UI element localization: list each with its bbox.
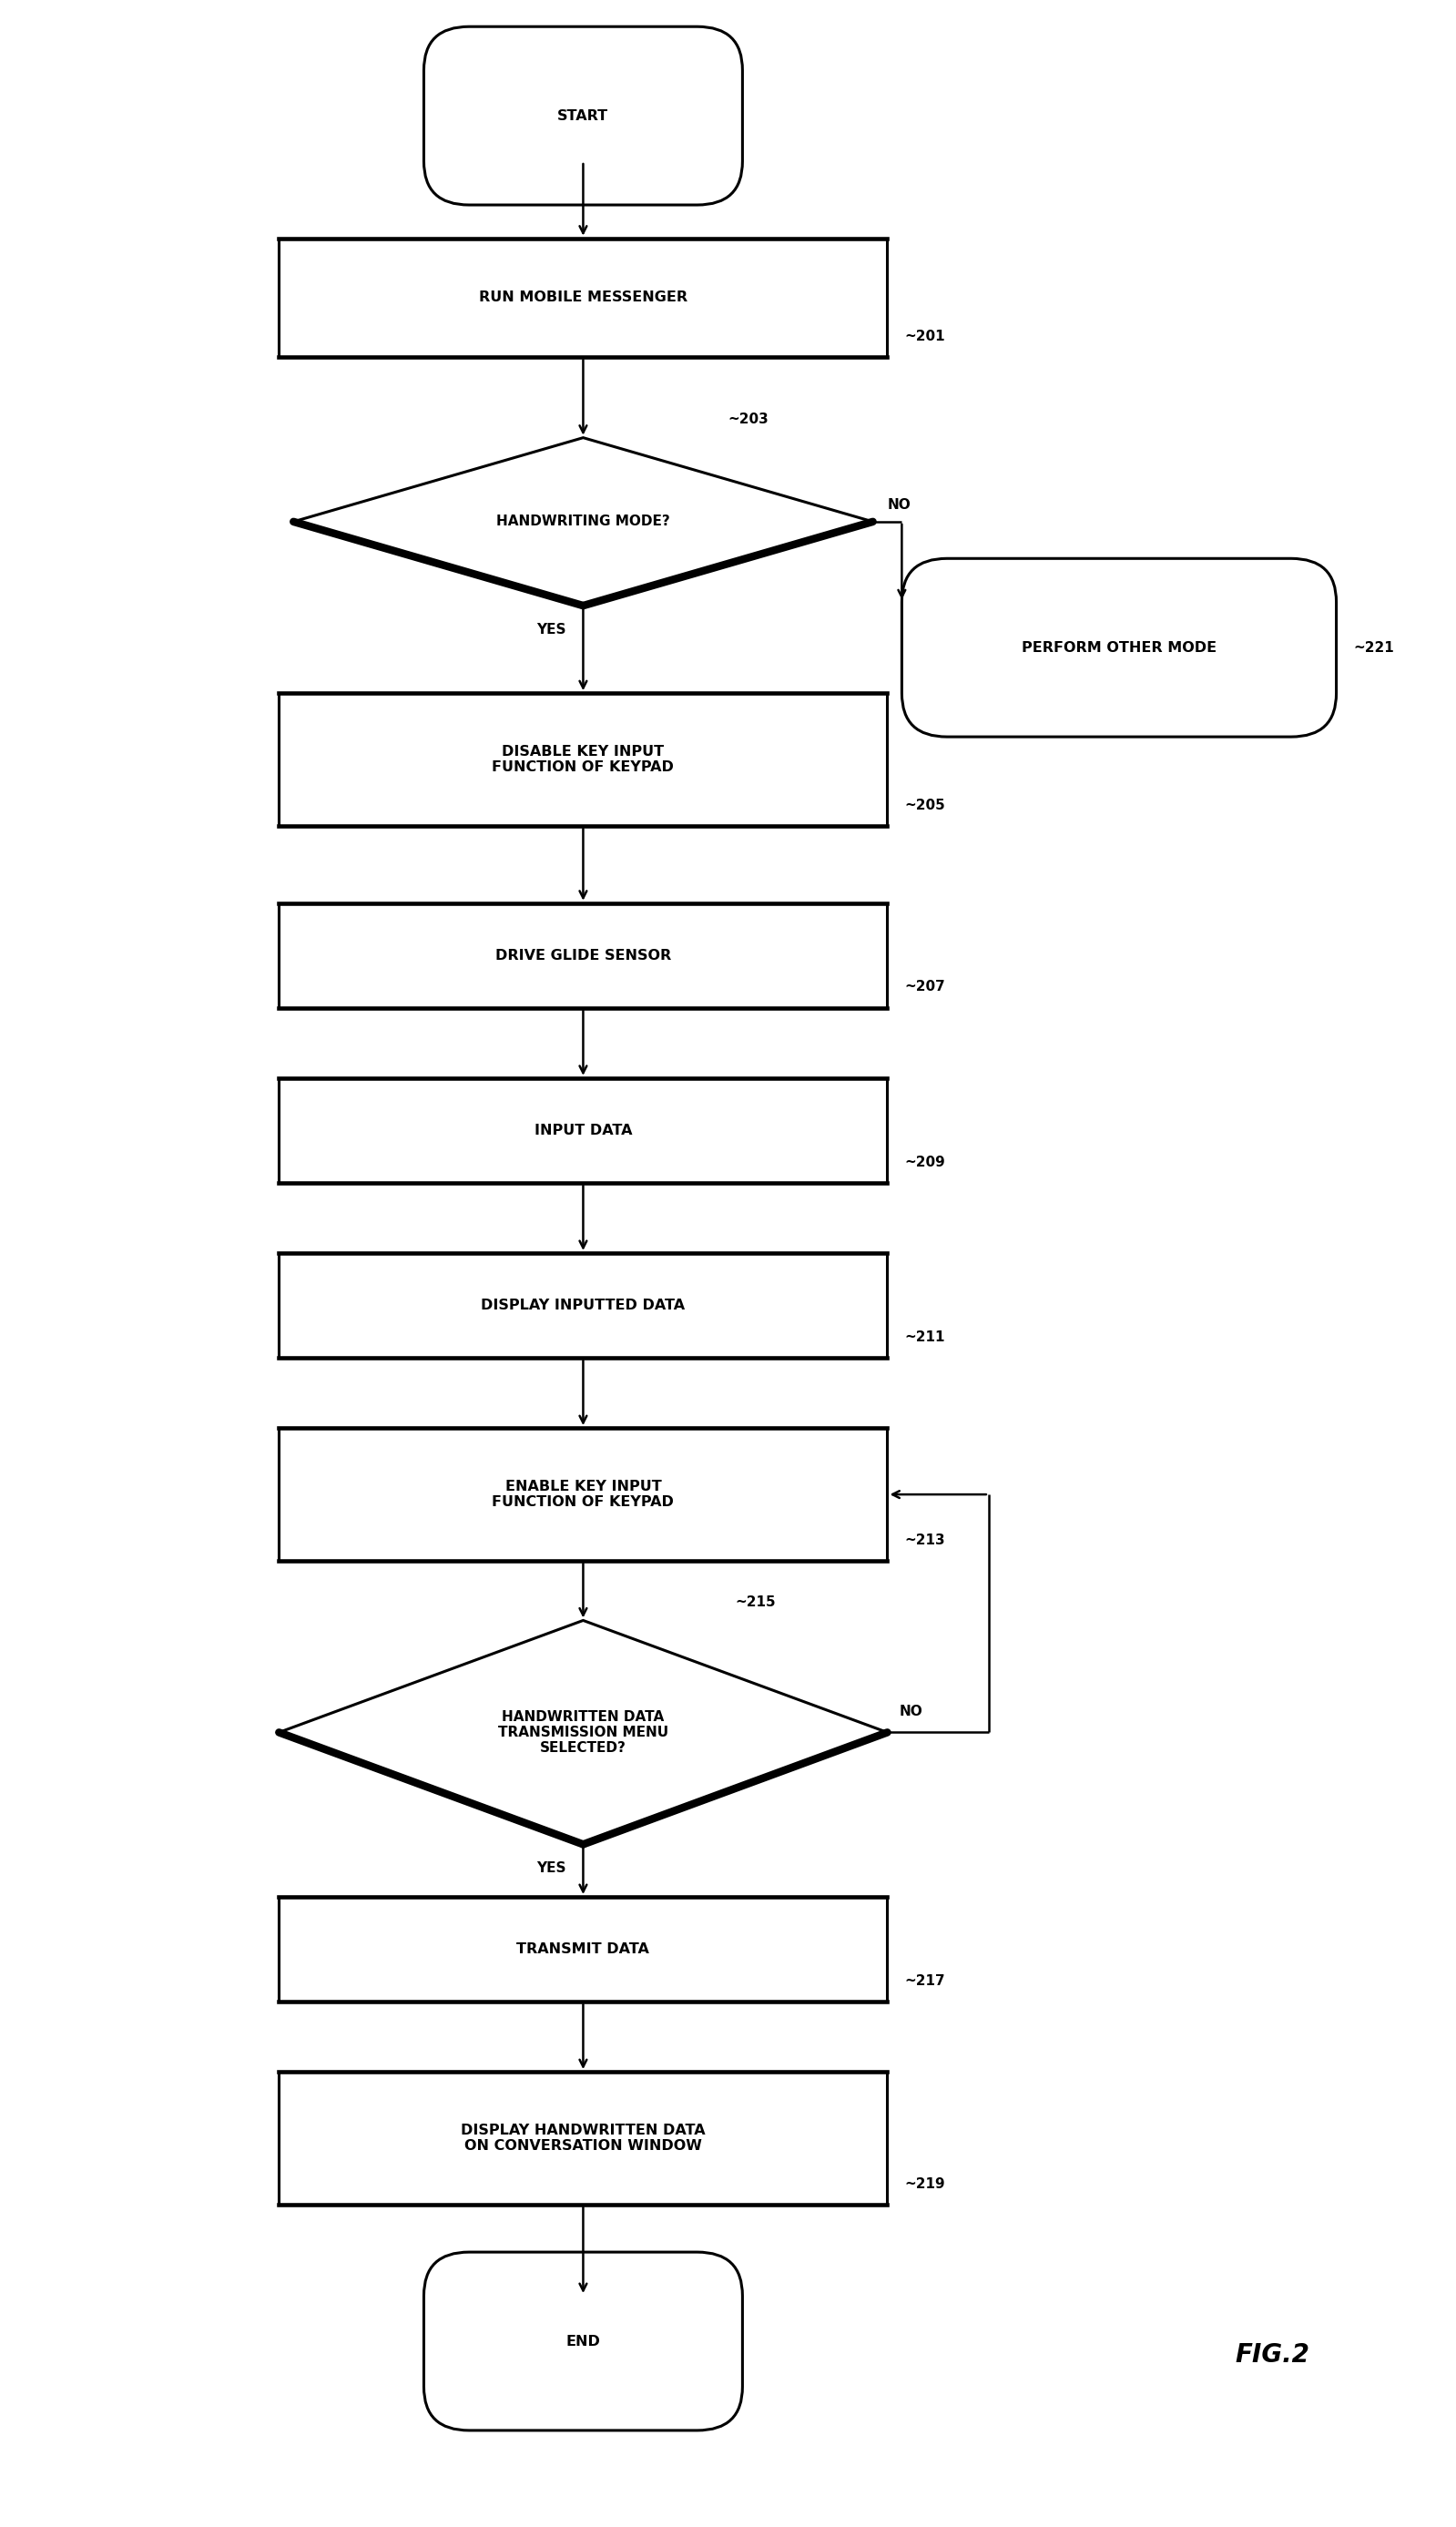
Text: TRANSMIT DATA: TRANSMIT DATA: [517, 1943, 649, 1956]
Text: ~215: ~215: [735, 1595, 776, 1610]
Text: DISPLAY INPUTTED DATA: DISPLAY INPUTTED DATA: [480, 1299, 686, 1312]
Text: DRIVE GLIDE SENSOR: DRIVE GLIDE SENSOR: [495, 948, 671, 963]
Text: ~217: ~217: [904, 1974, 945, 1989]
Text: ~211: ~211: [904, 1329, 945, 1344]
Text: END: END: [566, 2335, 600, 2348]
Text: ~221: ~221: [1354, 642, 1395, 654]
Text: YES: YES: [536, 622, 566, 637]
Bar: [280, 1253, 887, 1357]
Text: HANDWRITING MODE?: HANDWRITING MODE?: [496, 516, 670, 528]
Text: RUN MOBILE MESSENGER: RUN MOBILE MESSENGER: [479, 291, 687, 306]
Text: NO: NO: [898, 1706, 922, 1718]
Text: ~219: ~219: [904, 2176, 945, 2191]
FancyBboxPatch shape: [901, 558, 1337, 738]
FancyBboxPatch shape: [424, 28, 743, 205]
Bar: [280, 1898, 887, 2001]
Bar: [280, 1428, 887, 1562]
Text: ~209: ~209: [904, 1155, 945, 1170]
Text: HANDWRITTEN DATA
TRANSMISSION MENU
SELECTED?: HANDWRITTEN DATA TRANSMISSION MENU SELEC…: [498, 1711, 668, 1756]
Bar: [280, 1079, 887, 1183]
Bar: [280, 902, 887, 1008]
Text: YES: YES: [536, 1862, 566, 1875]
Text: START: START: [558, 109, 609, 124]
Text: INPUT DATA: INPUT DATA: [534, 1125, 632, 1137]
Text: ~213: ~213: [904, 1534, 945, 1547]
Text: FIG.2: FIG.2: [1235, 2343, 1309, 2368]
Bar: [280, 238, 887, 356]
Text: ENABLE KEY INPUT
FUNCTION OF KEYPAD: ENABLE KEY INPUT FUNCTION OF KEYPAD: [492, 1481, 674, 1509]
Text: ~207: ~207: [904, 980, 945, 993]
Polygon shape: [280, 1620, 887, 1845]
FancyBboxPatch shape: [424, 2252, 743, 2431]
Bar: [280, 2072, 887, 2204]
Text: ~205: ~205: [904, 799, 945, 811]
Text: PERFORM OTHER MODE: PERFORM OTHER MODE: [1022, 642, 1217, 654]
Text: ~203: ~203: [728, 412, 769, 427]
Text: ~201: ~201: [904, 329, 945, 344]
Polygon shape: [294, 437, 872, 606]
Bar: [280, 692, 887, 826]
Text: DISPLAY HANDWRITTEN DATA
ON CONVERSATION WINDOW: DISPLAY HANDWRITTEN DATA ON CONVERSATION…: [462, 2123, 706, 2153]
Text: NO: NO: [887, 498, 911, 513]
Text: DISABLE KEY INPUT
FUNCTION OF KEYPAD: DISABLE KEY INPUT FUNCTION OF KEYPAD: [492, 745, 674, 773]
